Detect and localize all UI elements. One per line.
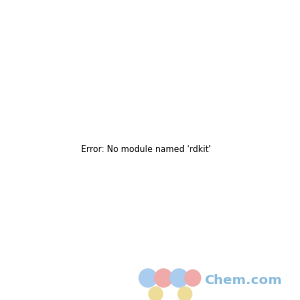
Circle shape — [170, 269, 188, 287]
Text: Error: No module named 'rdkit': Error: No module named 'rdkit' — [81, 146, 211, 154]
Circle shape — [139, 269, 157, 287]
Circle shape — [178, 287, 192, 300]
Text: Chem.com: Chem.com — [204, 274, 282, 286]
Circle shape — [155, 269, 172, 287]
Circle shape — [149, 287, 163, 300]
Circle shape — [185, 270, 200, 286]
